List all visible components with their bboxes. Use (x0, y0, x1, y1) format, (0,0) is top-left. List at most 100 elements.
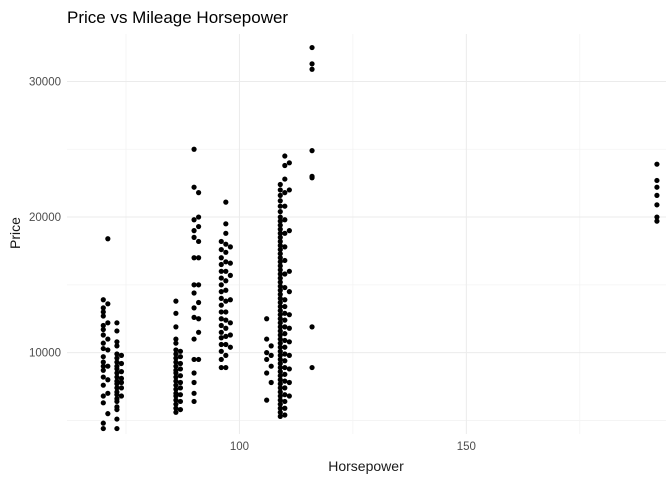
data-point (218, 289, 224, 295)
data-point (282, 405, 288, 411)
data-point (277, 267, 283, 273)
data-point (277, 271, 283, 277)
data-point (227, 244, 233, 250)
data-point (277, 226, 283, 232)
data-point (218, 275, 224, 281)
data-point (282, 284, 288, 291)
data-point (282, 162, 288, 169)
data-point (100, 420, 106, 426)
data-point (654, 177, 660, 184)
data-point (223, 341, 229, 348)
data-point (118, 369, 125, 375)
data-point (282, 190, 288, 196)
data-point (114, 378, 120, 384)
data-point (309, 61, 315, 67)
data-point (277, 348, 283, 354)
data-point (105, 301, 111, 307)
data-point (277, 242, 283, 249)
data-point (282, 371, 288, 377)
data-point (105, 347, 111, 353)
data-point (277, 263, 283, 269)
x-axis-title: Horsepower (328, 458, 404, 474)
data-point (173, 347, 179, 353)
data-point (282, 244, 288, 250)
data-point (277, 283, 283, 289)
data-point (100, 374, 106, 380)
data-point (277, 192, 283, 198)
data-point (282, 317, 288, 323)
data-point (654, 184, 660, 190)
data-point (173, 378, 179, 384)
major-gridlines (67, 34, 666, 434)
data-point (173, 359, 179, 365)
data-point (282, 271, 288, 277)
data-point (227, 332, 233, 338)
data-point (223, 199, 229, 205)
data-point (277, 393, 283, 399)
data-point (277, 198, 283, 204)
x-tick-label: 150 (457, 441, 476, 453)
data-point (223, 230, 229, 236)
data-point (277, 377, 283, 383)
data-point (268, 379, 274, 386)
data-point (282, 203, 288, 209)
data-point (191, 282, 197, 288)
data-point (191, 234, 197, 240)
data-point (223, 259, 229, 265)
data-point (100, 309, 106, 315)
data-point (223, 221, 229, 227)
data-point (277, 320, 283, 326)
data-point (286, 228, 292, 234)
data-point (286, 379, 292, 386)
data-point (277, 373, 283, 379)
data-point (277, 336, 283, 342)
data-point (264, 316, 270, 322)
data-point (177, 406, 184, 413)
x-axis-ticks: 100 150 (230, 441, 476, 453)
data-point (105, 377, 111, 383)
data-point (218, 268, 224, 274)
data-point (177, 348, 184, 354)
data-point (114, 359, 120, 365)
data-point (177, 360, 184, 367)
data-point (277, 308, 283, 314)
data-point (268, 363, 274, 369)
data-point (118, 379, 125, 386)
data-point (277, 234, 283, 240)
data-point (218, 246, 224, 253)
data-point (218, 364, 224, 371)
data-point (277, 352, 283, 358)
data-point (191, 398, 197, 405)
data-point (282, 176, 288, 182)
data-point (105, 411, 111, 417)
data-point (118, 352, 125, 358)
data-point (654, 161, 660, 167)
data-point (277, 203, 283, 209)
data-point (282, 337, 288, 344)
data-point (277, 369, 283, 375)
data-point (114, 374, 120, 380)
data-point (286, 187, 292, 193)
data-point (654, 214, 660, 220)
data-point (114, 370, 120, 376)
data-point (100, 359, 106, 365)
data-point (177, 398, 184, 405)
data-point (191, 305, 197, 311)
data-point (191, 255, 197, 261)
data-point (100, 326, 106, 333)
data-point (118, 385, 125, 391)
data-point (191, 379, 197, 386)
data-point (191, 217, 197, 223)
data-point (282, 310, 288, 316)
data-point (173, 409, 179, 415)
data-point (177, 385, 184, 391)
data-point (223, 278, 229, 284)
data-point (177, 392, 184, 398)
data-point (282, 324, 288, 330)
data-point (282, 364, 288, 371)
data-points (100, 44, 660, 432)
data-point (191, 314, 197, 320)
data-point (286, 268, 292, 274)
data-point (282, 257, 288, 264)
data-point (191, 184, 197, 190)
